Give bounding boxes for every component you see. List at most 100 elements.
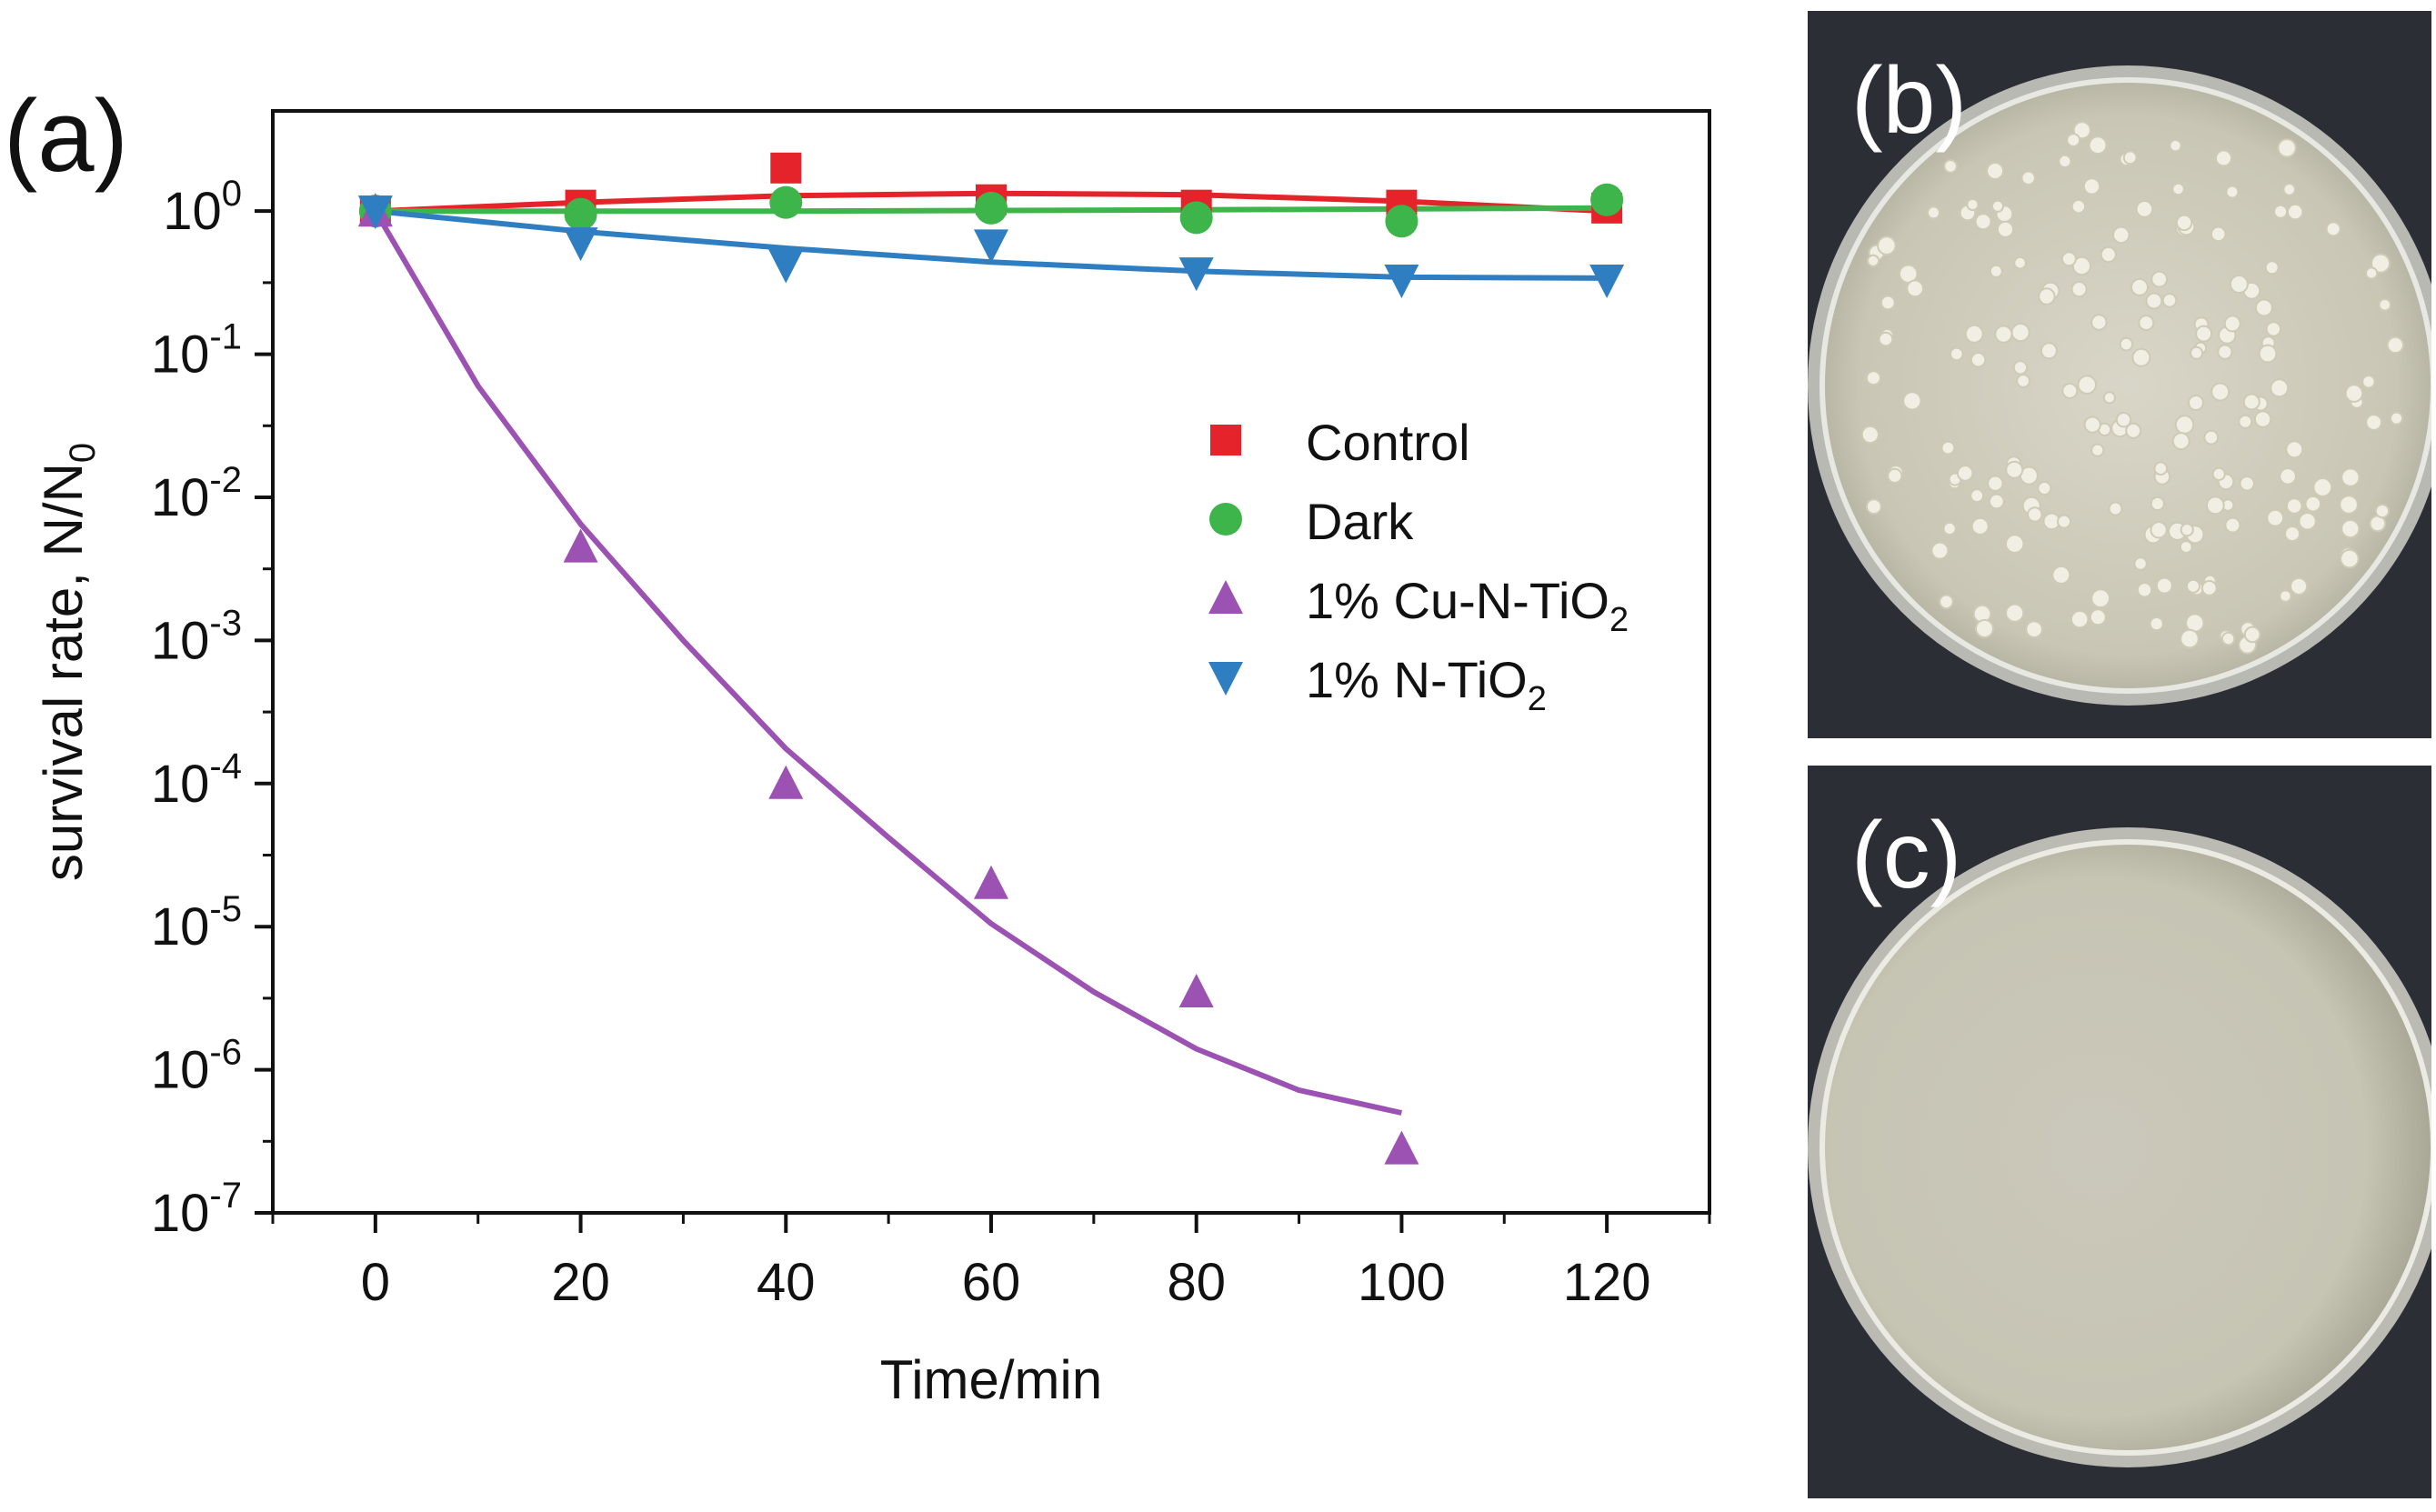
data-point — [770, 152, 802, 184]
colony — [2282, 183, 2297, 196]
data-point — [1384, 264, 1419, 298]
colony — [2070, 609, 2090, 629]
colony — [2027, 506, 2043, 523]
colony — [2083, 416, 2101, 434]
data-point — [1589, 264, 1625, 298]
colony — [1867, 254, 1880, 267]
colony — [2266, 508, 2285, 527]
survival-rate-chart: (a) 100 10-1 10-2 10-3 10-4 10-5 10-6 10-7 0 20 4… — [4, 79, 1711, 1410]
colony — [1956, 465, 1974, 482]
colony — [2150, 521, 2168, 539]
data-point — [563, 227, 598, 262]
colony — [2279, 467, 2297, 486]
colony — [2012, 360, 2029, 375]
y-tick-label: 10-5 — [151, 889, 242, 956]
colony — [2365, 266, 2379, 280]
colony — [2290, 576, 2309, 596]
colony — [2258, 344, 2278, 364]
colony — [2090, 588, 2111, 608]
colony — [2066, 133, 2081, 148]
colony — [2195, 325, 2213, 343]
colony — [2238, 414, 2253, 429]
colony — [2171, 432, 2190, 451]
colony — [2371, 253, 2391, 274]
colony — [2040, 342, 2058, 360]
colony — [2279, 589, 2292, 603]
x-tick-label: 80 — [1167, 1253, 1226, 1312]
colony — [1970, 516, 1990, 536]
data-point — [357, 195, 393, 230]
x-tick-label: 0 — [361, 1253, 390, 1312]
colony — [2150, 496, 2165, 512]
colony — [2070, 281, 2088, 298]
colony — [2089, 608, 2107, 626]
colony — [2058, 154, 2072, 168]
colony — [1966, 197, 1980, 212]
colony — [2186, 578, 2200, 594]
colony — [2325, 221, 2341, 237]
colony — [2138, 315, 2155, 332]
colony — [1987, 475, 2004, 492]
colony — [2149, 616, 2164, 632]
colony — [2115, 412, 2132, 428]
colony — [2284, 526, 2301, 543]
colony — [2013, 255, 2027, 270]
data-point — [1385, 205, 1418, 238]
colony — [2161, 293, 2178, 308]
petri-dish-photo-c: (c) — [1808, 766, 2431, 1498]
colony — [2312, 477, 2333, 497]
colony — [2365, 414, 2382, 431]
colony — [1943, 159, 1958, 174]
colony — [2155, 576, 2173, 595]
colony — [2224, 516, 2241, 534]
colony — [2225, 185, 2240, 199]
colony — [2061, 382, 2079, 399]
colony — [1865, 370, 1881, 386]
colony — [2088, 135, 2108, 155]
colony — [1974, 213, 1992, 231]
colony — [2071, 255, 2092, 276]
colony — [2239, 476, 2255, 492]
colony — [1988, 493, 2005, 510]
legend: Control Dark 1% Cu-N-TiO2 1% N-TiO2 — [1208, 414, 1629, 718]
colony — [2112, 225, 2130, 245]
colony — [2265, 321, 2281, 337]
colony — [1939, 594, 1954, 610]
y-tick-label: 10-1 — [151, 317, 242, 385]
x-tick-label: 120 — [1563, 1253, 1651, 1312]
x-tick-label: 20 — [551, 1253, 610, 1312]
colony — [2125, 422, 2142, 439]
data-point — [768, 249, 804, 284]
legend-label: Dark — [1306, 493, 1414, 550]
colony — [2010, 323, 2030, 343]
colony — [2153, 461, 2169, 476]
data-point — [1590, 183, 1624, 216]
colony — [2242, 393, 2261, 411]
colony — [2130, 277, 2149, 296]
data-point — [974, 865, 1008, 899]
data-point — [974, 229, 1008, 264]
colony — [2175, 214, 2193, 232]
colony — [2038, 287, 2056, 305]
y-axis-ticks: 100 10-1 10-2 10-3 10-4 10-5 10-6 10-7 — [151, 174, 273, 1243]
colony — [2243, 626, 2261, 644]
colony — [2131, 347, 2151, 367]
colony — [1986, 162, 2005, 180]
colony — [2122, 150, 2138, 165]
colony — [2174, 415, 2195, 435]
colony — [2119, 336, 2134, 352]
colony — [2145, 292, 2163, 310]
x-tick-label: 40 — [757, 1253, 816, 1312]
colony — [2070, 198, 2087, 215]
colony — [2210, 225, 2227, 243]
data-point — [768, 765, 804, 799]
colony — [2020, 170, 2036, 185]
legend-marker — [1208, 580, 1243, 614]
colony — [2223, 315, 2241, 333]
colony — [1970, 352, 1987, 368]
colony — [2304, 495, 2322, 513]
colony — [1878, 331, 1894, 347]
data-point — [564, 197, 597, 231]
x-tick-label: 60 — [962, 1253, 1021, 1312]
colony — [2341, 519, 2361, 539]
